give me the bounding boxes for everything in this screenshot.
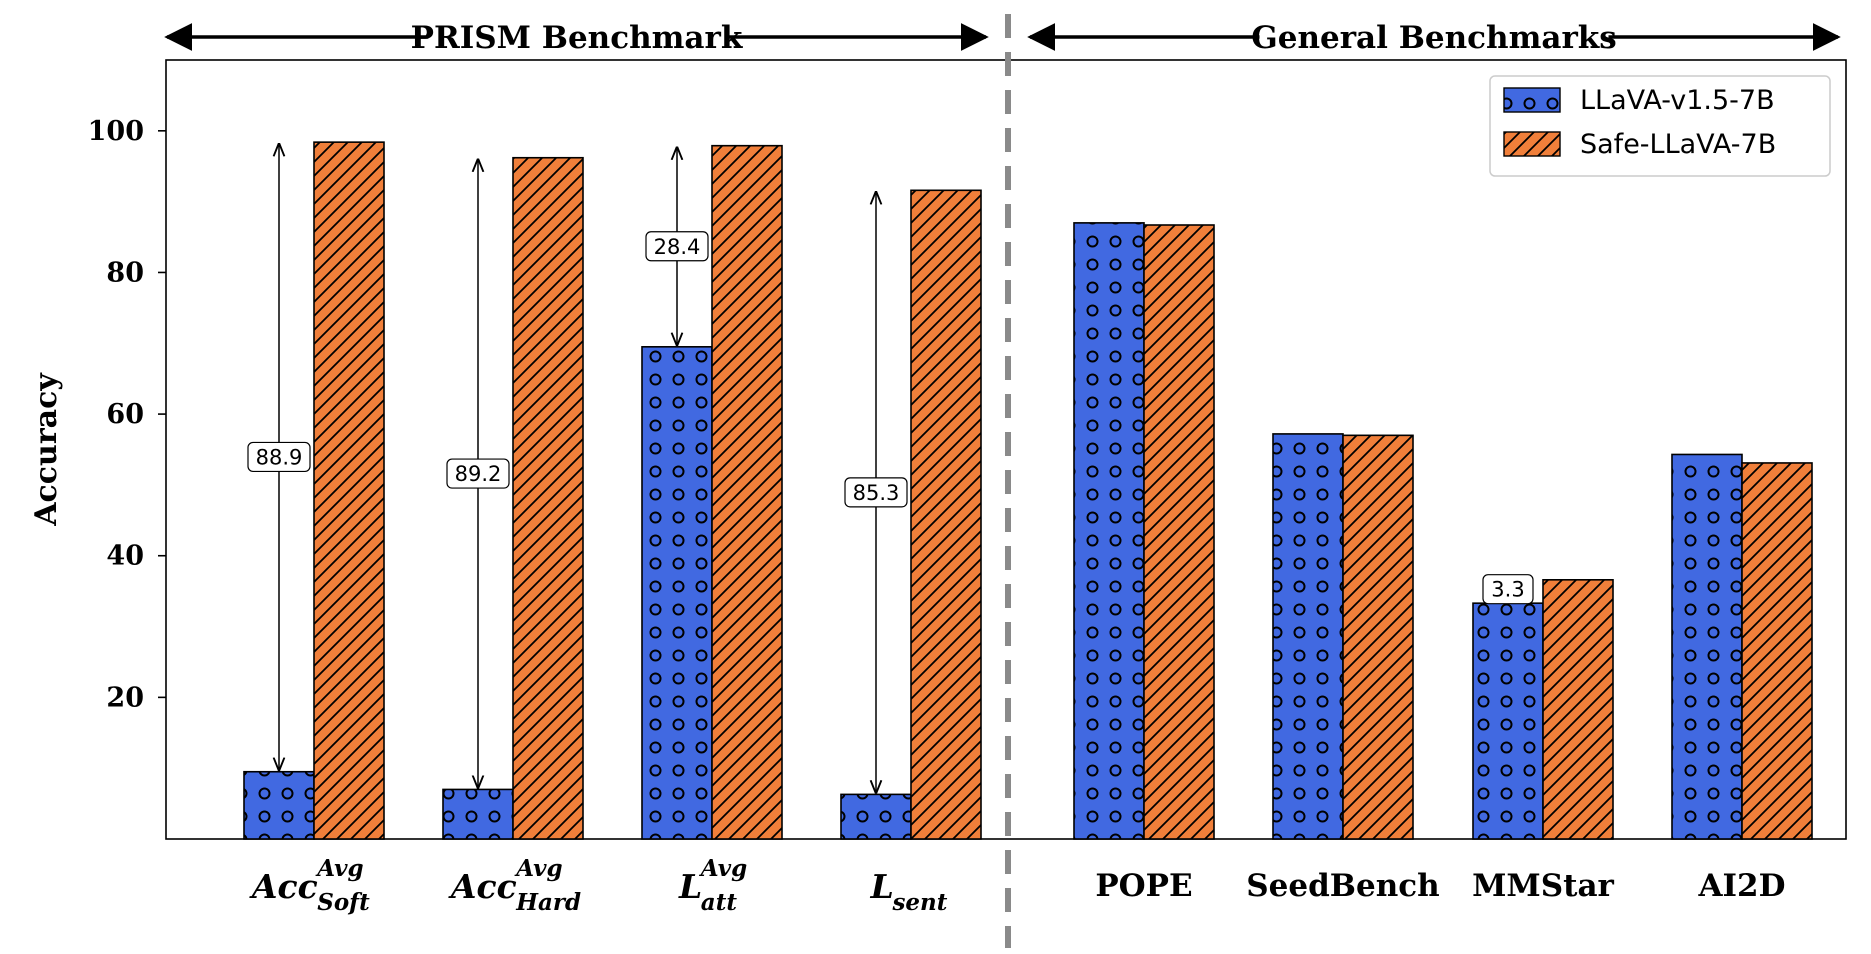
y-tick-label: 100 xyxy=(88,116,144,147)
bar-llava-acc-hard xyxy=(442,788,514,840)
x-tick-label-acc-soft: Acc Avg Soft xyxy=(249,855,370,916)
svg-text:Avg: Avg xyxy=(699,855,747,882)
bar-llava-mmstar xyxy=(1472,602,1544,840)
bar-safe-llava-acc-soft xyxy=(313,141,385,840)
diff-annotation: 88.9 xyxy=(247,144,311,770)
bar-llava-seedbench xyxy=(1272,433,1344,840)
bar-safe-llava-l-att xyxy=(711,144,783,840)
legend-item-safe-llava[interactable]: Safe-LLaVA-7B xyxy=(1503,129,1776,160)
svg-text:Avg: Avg xyxy=(514,855,562,882)
section-header-prism: PRISM Benchmark xyxy=(164,20,989,56)
svg-text:L: L xyxy=(678,867,702,906)
y-tick-label: 20 xyxy=(106,682,144,713)
legend-label: Safe-LLaVA-7B xyxy=(1580,129,1776,160)
diff-label: 28.4 xyxy=(654,235,701,259)
bar-safe-llava-pope xyxy=(1143,224,1215,840)
x-tick-label-ai2d: AI2D xyxy=(1697,868,1785,904)
svg-text:att: att xyxy=(701,889,738,916)
bar-safe-llava-acc-hard xyxy=(512,156,584,840)
section-headers: PRISM Benchmark General Benchmarks xyxy=(164,20,1841,56)
y-tick-label: 60 xyxy=(106,399,144,430)
bar-safe-llava-seedbench xyxy=(1342,434,1414,840)
y-tick-label: 40 xyxy=(106,541,144,572)
y-tick-label: 80 xyxy=(106,257,144,288)
diff-label: 88.9 xyxy=(256,445,303,469)
bar-safe-llava-mmstar xyxy=(1542,579,1614,840)
diff-annotation: 3.3 xyxy=(1482,574,1534,605)
x-tick-label-seedbench: SeedBench xyxy=(1246,868,1439,904)
bar-llava-acc-soft xyxy=(243,770,315,840)
bar-llava-ai2d xyxy=(1671,453,1743,840)
diff-annotation: 89.2 xyxy=(446,160,510,788)
svg-text:sent: sent xyxy=(891,889,947,916)
svg-text:PRISM Benchmark: PRISM Benchmark xyxy=(411,20,744,56)
diff-label: 89.2 xyxy=(455,462,502,486)
bar-llava-l-sent xyxy=(840,793,912,840)
diff-annotation: 28.4 xyxy=(645,148,709,345)
svg-text:Acc: Acc xyxy=(448,867,517,906)
y-axis-label: Accuracy xyxy=(29,372,64,527)
difference-annotations: 88.9 89.2 28.4 85.3 3.3 xyxy=(247,144,1534,792)
bars xyxy=(243,141,1813,840)
svg-text:AI2D: AI2D xyxy=(1697,868,1785,904)
axes: 20 40 60 80 100 Accuracy xyxy=(29,59,1847,840)
svg-text:SeedBench: SeedBench xyxy=(1246,868,1439,904)
bar-safe-llava-ai2d xyxy=(1741,462,1813,840)
legend-box xyxy=(1489,75,1831,177)
bar-llava-l-att xyxy=(641,346,713,840)
diff-label: 85.3 xyxy=(853,481,900,505)
bar-llava-pope xyxy=(1073,222,1145,840)
diff-label: 3.3 xyxy=(1491,578,1524,602)
legend-item-llava[interactable]: LLaVA-v1.5-7B xyxy=(1503,85,1775,116)
diff-annotation: 85.3 xyxy=(844,192,908,792)
x-tick-label-pope: POPE xyxy=(1095,868,1192,904)
svg-text:General Benchmarks: General Benchmarks xyxy=(1251,20,1616,56)
legend[interactable]: LLaVA-v1.5-7B Safe-LLaVA-7B xyxy=(1489,75,1831,177)
svg-text:L: L xyxy=(870,867,894,906)
bar-safe-llava-l-sent xyxy=(910,189,982,840)
svg-text:Hard: Hard xyxy=(515,889,581,916)
svg-text:Acc: Acc xyxy=(249,867,318,906)
svg-text:Soft: Soft xyxy=(317,889,370,916)
svg-text:MMStar: MMStar xyxy=(1472,868,1614,904)
section-header-general: General Benchmarks xyxy=(1027,20,1841,56)
svg-text:Avg: Avg xyxy=(315,855,363,882)
x-tick-label-mmstar: MMStar xyxy=(1472,868,1614,904)
svg-text:POPE: POPE xyxy=(1095,868,1192,904)
x-tick-label-acc-hard: Acc Avg Hard xyxy=(448,855,581,916)
legend-label: LLaVA-v1.5-7B xyxy=(1580,85,1775,116)
